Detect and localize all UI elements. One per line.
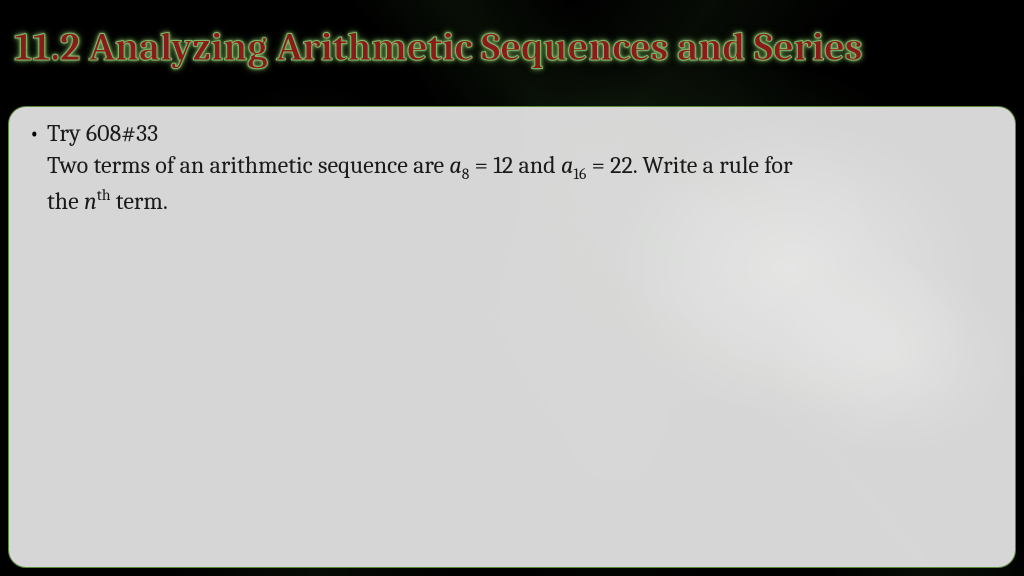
term1-variable: a [449,151,461,179]
content-box: Try 608#33 Two terms of an arithmetic se… [8,106,1016,568]
problem-bullet: Try 608#33 Two terms of an arithmetic se… [27,117,997,218]
term1-equals: = 12 and [469,151,561,179]
try-label: Try 608#33 [47,119,158,147]
line2-suffix: term. [110,187,167,215]
line2-prefix: the [47,187,84,215]
term2-equals: = 22. Write a rule for [586,151,792,179]
problem-statement: Two terms of an arithmetic sequence are … [47,149,997,217]
term2-variable: a [561,151,573,179]
nth-variable: n [84,187,97,215]
nth-superscript: th [97,186,111,204]
slide-title: 11.2 Analyzing Arithmetic Sequences and … [14,24,862,70]
text-prefix: Two terms of an arithmetic sequence are [47,151,449,179]
term2-subscript: 16 [573,165,586,183]
